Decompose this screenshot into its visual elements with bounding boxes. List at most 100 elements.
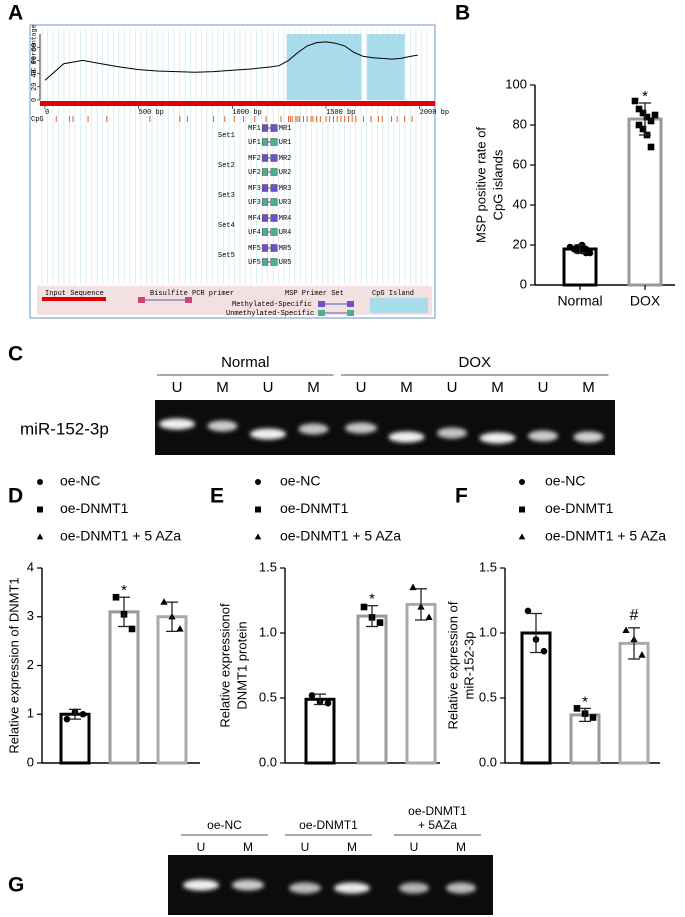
y-tick-label: 0.5 (259, 689, 277, 704)
data-point (425, 613, 433, 621)
legend-label: oe-DNMT1 (545, 500, 614, 516)
gel-band (298, 423, 329, 435)
gel-group-label: oe-DNMT1 (408, 804, 467, 818)
panel-label: C (8, 343, 23, 366)
legend-marker (254, 533, 262, 540)
data-point (622, 626, 630, 634)
data-point (324, 699, 332, 707)
y-tick-label: 0.0 (259, 754, 277, 769)
primer (270, 124, 278, 132)
lane-label: M (347, 840, 357, 854)
legend-label: oe-DNMT1 + 5 AZa (60, 528, 181, 544)
y-tick-label: 0.5 (479, 689, 497, 704)
legend-swatch (347, 310, 354, 316)
x-tick-label: 1000 bp (232, 109, 261, 117)
y-tick-label: 0.0 (479, 754, 497, 769)
data-point (112, 593, 120, 601)
gel-band (250, 428, 286, 440)
panel-label: D (8, 485, 23, 508)
gc-tick-label: 0 (31, 98, 39, 102)
primer-label: UF5 (248, 259, 261, 267)
primer-label: UF3 (248, 199, 261, 207)
data-point (128, 625, 136, 633)
data-point (308, 692, 316, 699)
gel-band (528, 430, 558, 442)
primer (270, 214, 278, 222)
data-point (638, 651, 646, 658)
cpg-island (367, 34, 405, 100)
y-axis-label: MSP positive rate of (473, 127, 488, 243)
primer-label: MF4 (248, 215, 261, 223)
panel-label: E (210, 485, 224, 508)
lane-label: U (538, 379, 549, 396)
lane-label: M (243, 840, 253, 854)
y-tick-label: 1.5 (259, 559, 277, 574)
data-point (63, 715, 71, 723)
primer-label: MR5 (279, 245, 292, 253)
data-point (586, 249, 594, 257)
panel-label: F (455, 485, 468, 508)
lane-label: U (356, 379, 367, 396)
bar (618, 641, 650, 765)
legend-marker (36, 533, 44, 540)
legend-marker (255, 479, 261, 485)
gc-axis-label: GC Percentage (31, 25, 38, 76)
data-point (176, 624, 184, 632)
set-label: Set1 (218, 132, 235, 140)
primer (262, 138, 269, 146)
data-point (360, 603, 368, 611)
gel-image (168, 855, 493, 915)
data-point (643, 113, 651, 121)
legend-label: oe-NC (280, 473, 320, 489)
primer (262, 124, 269, 132)
lane-label: U (197, 840, 206, 854)
legend-marker (519, 506, 525, 513)
annotation: # (630, 607, 639, 624)
primer (262, 168, 269, 176)
y-tick-label: 20 (513, 236, 527, 251)
legend-label: oe-NC (60, 473, 100, 489)
primer (262, 214, 269, 222)
gel-row-label: miR-152-3p (20, 419, 109, 438)
lane-label: M (491, 379, 504, 396)
legend-marker (37, 506, 43, 513)
legend-label: oe-NC (545, 473, 585, 489)
primer (270, 198, 278, 206)
set-label: Set5 (218, 252, 235, 260)
primer-label: MF1 (248, 125, 261, 133)
gel-band (334, 882, 370, 894)
x-tick-label: DOX (630, 293, 661, 309)
y-axis-label: Relative expression of DNMT1 (6, 577, 21, 753)
legend-label: Methylated-Specific (232, 301, 312, 309)
legend-label: Input Sequence (45, 290, 104, 298)
legend-label: CpG Island (372, 290, 414, 298)
data-point (651, 111, 659, 119)
data-point (524, 607, 532, 615)
data-point (540, 647, 548, 655)
legend-marker (518, 533, 526, 540)
data-point (635, 121, 643, 129)
bar (108, 610, 140, 765)
gel-group-label: oe-DNMT1 (299, 818, 358, 832)
gel-band (388, 431, 425, 443)
lane-label: U (410, 840, 419, 854)
set-label: Set3 (218, 192, 235, 200)
primer-label: MF3 (248, 185, 261, 193)
y-tick-label: 1 (27, 706, 34, 721)
gel-band (399, 882, 429, 894)
data-point (79, 710, 87, 718)
primer-label: UR5 (279, 259, 292, 267)
gel-band (573, 431, 604, 443)
lane-label: M (307, 379, 320, 396)
gel-band (446, 882, 476, 894)
primer (270, 138, 278, 146)
primer-label: UR3 (279, 199, 292, 207)
legend-marker (519, 479, 525, 485)
gel-group-label: Normal (221, 354, 269, 371)
y-tick-label: 80 (513, 116, 527, 131)
legend-marker (255, 506, 261, 513)
bar (356, 614, 388, 765)
lane-label: M (582, 379, 595, 396)
gel-band (183, 879, 219, 891)
